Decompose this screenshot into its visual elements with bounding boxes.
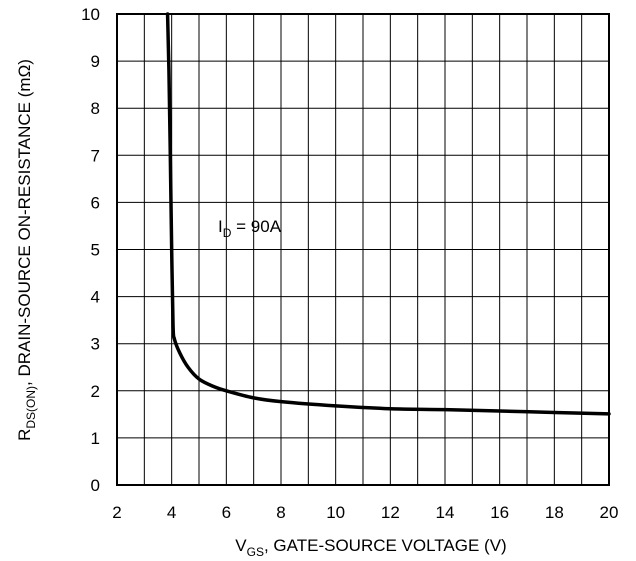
x-tick-label-1: 4 bbox=[167, 503, 176, 522]
series-layer bbox=[165, 12, 611, 416]
y-tick-label-6: 6 bbox=[91, 193, 100, 212]
x-tick-label-5: 12 bbox=[381, 503, 400, 522]
x-tick-label-9: 20 bbox=[600, 503, 619, 522]
y-tick-label-8: 8 bbox=[91, 99, 100, 118]
y-tick-label-5: 5 bbox=[91, 241, 100, 260]
y-tick-label-10: 10 bbox=[81, 5, 100, 24]
y-tick-label-1: 1 bbox=[91, 429, 100, 448]
y-tick-label-7: 7 bbox=[91, 146, 100, 165]
y-axis-title: RDS(ON), DRAIN-SOURCE ON-RESISTANCE (mΩ) bbox=[15, 59, 38, 441]
x-tick-label-3: 8 bbox=[276, 503, 285, 522]
x-axis-title: VGS, GATE-SOURCE VOLTAGE (V) bbox=[235, 536, 506, 559]
y-tick-label-0: 0 bbox=[91, 476, 100, 495]
x-tick-label-7: 16 bbox=[490, 503, 509, 522]
y-tick-label-9: 9 bbox=[91, 52, 100, 71]
y-tick-label-4: 4 bbox=[91, 288, 100, 307]
y-tick-label-3: 3 bbox=[91, 335, 100, 354]
grid bbox=[116, 13, 610, 486]
x-tick-label-6: 14 bbox=[436, 503, 455, 522]
annotation-label: ID = 90A bbox=[218, 217, 282, 240]
x-tick-label-4: 10 bbox=[326, 503, 345, 522]
y-tick-label-2: 2 bbox=[91, 382, 100, 401]
x-tick-label-8: 18 bbox=[545, 503, 564, 522]
series-line-0 bbox=[165, 12, 611, 416]
plot-frame bbox=[116, 13, 610, 486]
x-tick-label-2: 6 bbox=[222, 503, 231, 522]
x-tick-label-0: 2 bbox=[112, 503, 121, 522]
